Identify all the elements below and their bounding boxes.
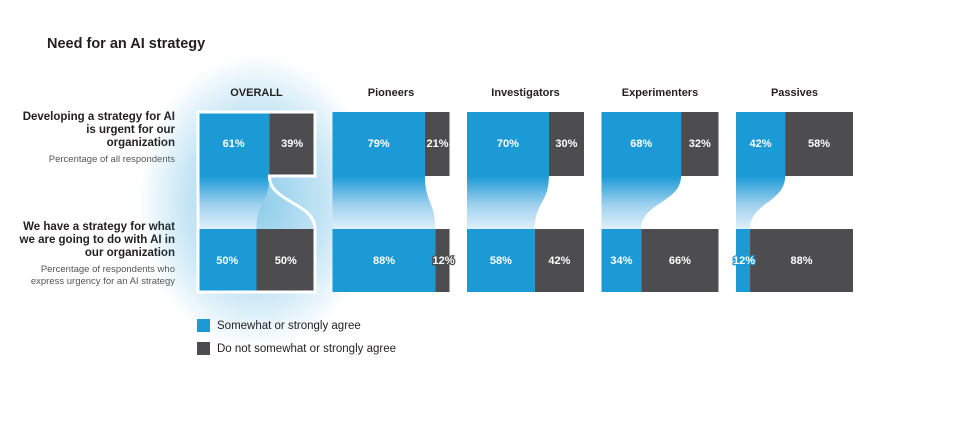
bar-top-agree-overall — [198, 112, 270, 176]
legend-swatch-disagree — [197, 342, 210, 355]
label-top-agree-pioneers: 79% — [368, 138, 390, 150]
bar-top-agree-experimenters — [601, 112, 682, 176]
chart-title: Need for an AI strategy — [47, 36, 206, 52]
bar-top-disagree-investigators — [548, 112, 584, 176]
row-label-urgency-text: Developing a strategy for AI is urgent f… — [22, 111, 175, 149]
label-bottom-agree-investigators: 58% — [490, 255, 512, 267]
bar-bottom-disagree-pioneers — [435, 229, 450, 292]
highlight-frame — [196, 110, 317, 294]
bar-bottom-agree-pioneers — [332, 229, 436, 292]
bar-bottom-disagree-passives — [750, 229, 853, 292]
bar-bottom-agree-overall — [198, 229, 257, 292]
flow-band-pioneers — [332, 176, 436, 229]
category-label-pioneers: Pioneers — [368, 87, 414, 99]
label-top-disagree-investigators: 30% — [555, 138, 577, 150]
bar-bottom-agree-experimenters — [601, 229, 642, 292]
category-label-investigators: Investigators — [491, 87, 559, 99]
bar-bottom-agree-passives — [736, 229, 751, 292]
label-bottom-agree-overall: 50% — [216, 255, 238, 267]
bar-top-disagree-overall — [269, 112, 315, 176]
category-label-passives: Passives — [771, 87, 818, 99]
legend-label-agree: Somewhat or strongly agree — [217, 319, 361, 332]
bar-top-disagree-experimenters — [681, 112, 719, 176]
bar-bottom-disagree-overall — [256, 229, 315, 292]
label-bottom-agree-passives: 12% — [733, 255, 755, 267]
flow-band-experimenters — [601, 176, 682, 229]
label-bottom-disagree-experimenters: 66% — [669, 255, 691, 267]
row-label-strategy-note: Percentage of respondents who express ur… — [30, 264, 175, 287]
label-bottom-agree-experimenters: 34% — [610, 255, 632, 267]
row-label-urgency: Developing a strategy for AI is urgent f… — [15, 111, 175, 166]
label-bottom-disagree-investigators: 42% — [548, 255, 570, 267]
flow-band-investigators — [467, 176, 549, 229]
bar-top-disagree-passives — [785, 112, 853, 176]
label-top-agree-experimenters: 68% — [630, 138, 652, 150]
flow-band-passives — [736, 176, 786, 229]
category-label-overall: OVERALL — [230, 87, 283, 99]
label-top-disagree-overall: 39% — [281, 138, 303, 150]
category-label-experimenters: Experimenters — [622, 87, 698, 99]
bar-bottom-disagree-experimenters — [641, 229, 719, 292]
bar-bottom-disagree-investigators — [534, 229, 584, 292]
legend-swatch-agree — [197, 319, 210, 332]
flow-band-overall — [198, 176, 270, 229]
label-top-agree-overall: 61% — [223, 138, 245, 150]
label-top-agree-investigators: 70% — [497, 138, 519, 150]
label-top-disagree-experimenters: 32% — [689, 138, 711, 150]
label-bottom-disagree-pioneers: 12% — [432, 255, 454, 267]
label-bottom-disagree-overall: 50% — [275, 255, 297, 267]
bar-top-agree-passives — [736, 112, 786, 176]
legend-item-disagree: Do not somewhat or strongly agree — [197, 342, 396, 355]
label-top-agree-passives: 42% — [750, 138, 772, 150]
label-top-disagree-pioneers: 21% — [426, 138, 448, 150]
label-top-disagree-passives: 58% — [808, 138, 830, 150]
bar-top-agree-pioneers — [332, 112, 425, 176]
bar-top-agree-investigators — [467, 112, 549, 176]
legend-label-disagree: Do not somewhat or strongly agree — [217, 342, 396, 355]
bar-bottom-agree-investigators — [467, 229, 535, 292]
label-bottom-disagree-passives: 88% — [791, 255, 813, 267]
row-label-urgency-note: Percentage of all respondents — [48, 154, 175, 165]
legend-item-agree: Somewhat or strongly agree — [197, 319, 361, 332]
label-bottom-agree-pioneers: 88% — [373, 255, 395, 267]
bar-top-disagree-pioneers — [424, 112, 450, 176]
